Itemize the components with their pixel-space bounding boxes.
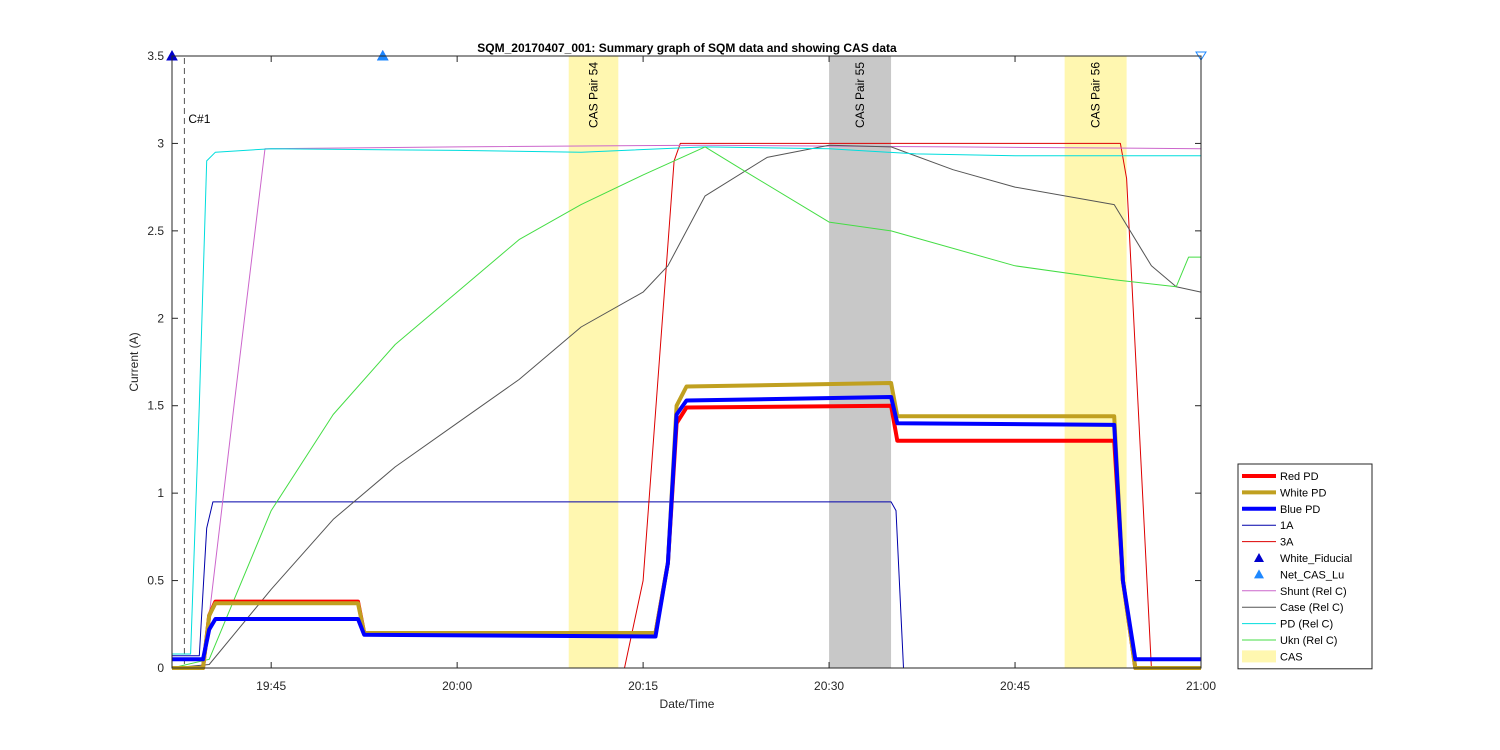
legend: Red PD White PD Blue PD 1A 3A White_Fiducial N…: [1237, 463, 1373, 670]
series-line: [172, 501, 1201, 669]
legend-label: White PD: [1280, 487, 1327, 499]
x-tick-label: 19:45: [256, 679, 286, 693]
series-line: [171, 146, 1201, 669]
y-tick-label: 2.5: [147, 224, 164, 238]
x-tick-label: 20:30: [814, 679, 844, 693]
event-marker-label: C#1: [188, 112, 210, 126]
y-tick-label: 3.5: [147, 49, 164, 63]
y-axis-title: Current (A): [127, 332, 141, 391]
chart-title: SQM_20170407_001: Summary graph of SQM d…: [477, 41, 897, 55]
y-tick-label: 1: [157, 486, 164, 500]
y-tick-label: 0.5: [147, 574, 164, 588]
series-line: [172, 142, 1201, 669]
legend-label: Case (Rel C): [1280, 602, 1344, 614]
legend-swatch: [1254, 553, 1264, 562]
cas-band-label: CAS Pair 56: [1089, 62, 1103, 128]
cas-band: [568, 56, 619, 668]
plot-background: [172, 56, 1201, 668]
legend-label: 1A: [1280, 520, 1294, 532]
x-tick-label: 20:15: [628, 679, 658, 693]
series-line: [172, 395, 1201, 662]
cas-band-label: CAS Pair 55: [853, 62, 867, 128]
series-line: [172, 146, 1201, 655]
cas-band: [1064, 56, 1127, 668]
y-tick-label: 3: [157, 136, 164, 150]
legend-swatch: [1254, 569, 1264, 579]
x-axis-title: Date/Time: [660, 697, 715, 711]
legend-label: Ukn (Rel C): [1280, 635, 1337, 647]
cas-band-label: CAS Pair 54: [587, 62, 601, 128]
legend-label: Blue PD: [1280, 504, 1320, 516]
y-tick-label: 0: [157, 661, 164, 675]
legend-label: Shunt (Rel C): [1280, 586, 1347, 598]
x-tick-label: 20:45: [1000, 679, 1030, 693]
axes-box: [171, 55, 1202, 669]
legend-label: CAS: [1280, 651, 1303, 663]
y-tick-label: 2: [157, 311, 164, 325]
legend-label: Net_CAS_Lu: [1280, 569, 1344, 581]
x-tick-label: 20:00: [442, 679, 472, 693]
x-tick-label: 21:00: [1186, 679, 1216, 693]
cas-band: [829, 56, 892, 668]
plot-area: CAS Pair 54 CAS Pair 55 CAS Pair 56 C#1 0 0.5…: [147, 49, 1216, 693]
legend-swatch: [1242, 650, 1276, 663]
series-line: [171, 144, 1202, 669]
legend-label: 3A: [1280, 537, 1294, 549]
y-tick-label: 1.5: [147, 399, 164, 413]
legend-label: White_Fiducial: [1280, 553, 1352, 565]
legend-label: PD (Rel C): [1280, 619, 1333, 631]
legend-box: [1237, 463, 1373, 670]
legend-label: Red PD: [1280, 471, 1319, 483]
